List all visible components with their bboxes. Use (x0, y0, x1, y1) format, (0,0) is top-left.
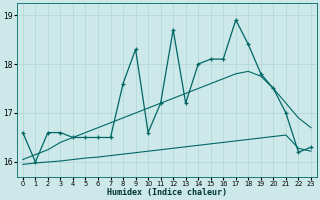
X-axis label: Humidex (Indice chaleur): Humidex (Indice chaleur) (107, 188, 227, 197)
